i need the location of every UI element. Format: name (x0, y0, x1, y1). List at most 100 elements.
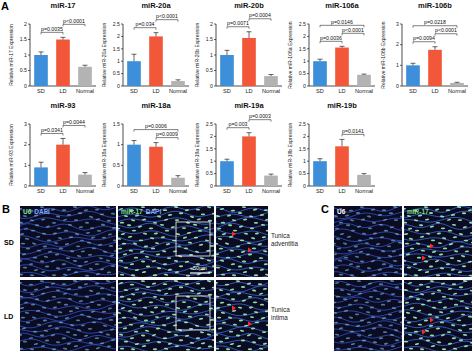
nucleus (233, 230, 237, 232)
x-tick-label: SD (130, 88, 138, 94)
nucleus (135, 288, 140, 291)
y-tick (214, 39, 216, 40)
error-bar (225, 159, 230, 161)
nucleus (225, 337, 230, 339)
nucleus (138, 225, 143, 228)
nucleus (95, 263, 99, 265)
nucleus (465, 307, 470, 310)
nucleus (355, 255, 360, 258)
y-axis-label: Relative miR-18a Expression (101, 123, 107, 188)
nucleus (185, 260, 190, 263)
chart: miR-20aRelative miR-20a Expression00.511… (101, 1, 189, 94)
p-value: p=0.034 (136, 21, 155, 27)
nucleus (173, 324, 178, 326)
nucleus (405, 302, 410, 304)
nucleus (23, 267, 28, 269)
nucleus (174, 280, 179, 282)
nucleus (165, 230, 169, 232)
nucleus (114, 324, 116, 326)
micrograph (216, 206, 268, 277)
fiber (216, 265, 268, 270)
error-cap (225, 159, 230, 160)
y-tick-label: 0 (24, 183, 27, 189)
nucleus (120, 274, 124, 276)
nucleus (400, 215, 402, 218)
error-bar (340, 139, 345, 146)
zoom-label-line: Tunica (271, 232, 290, 239)
nucleus (168, 214, 173, 216)
nucleus (201, 213, 206, 215)
nucleus (265, 273, 268, 276)
nucleus (372, 222, 377, 224)
y-tick (307, 86, 309, 87)
nucleus (334, 253, 337, 256)
nucleus (463, 280, 468, 282)
error-bar (176, 80, 181, 81)
error-bar (61, 138, 66, 144)
nucleus (394, 271, 399, 273)
y-tick-label: 2 (210, 21, 213, 27)
nucleus (44, 255, 49, 258)
y-tick (307, 124, 309, 125)
x-tick-label: LD (152, 188, 159, 194)
y-tick-label: 0.5 (206, 67, 213, 73)
nucleus (110, 328, 115, 331)
nucleus (391, 345, 396, 347)
p-value: p<0.0001 (435, 27, 457, 33)
error-cap (39, 162, 44, 163)
nucleus (53, 232, 58, 235)
nucleus (119, 333, 124, 336)
nucleus (346, 337, 351, 339)
nucleus (123, 253, 128, 256)
y-axis-label: Relative miR-19b Expression (287, 123, 293, 188)
nucleus (73, 206, 78, 208)
nucleus (100, 287, 105, 289)
nucleus (435, 208, 440, 211)
error-cap (225, 50, 230, 51)
nucleus (409, 348, 413, 350)
error-bar (318, 159, 323, 161)
nucleus (231, 298, 236, 300)
x-tick-label: SD (223, 188, 231, 194)
zoom-box (176, 222, 210, 256)
nucleus (204, 227, 209, 229)
y-tick-label: 3 (24, 121, 27, 127)
significance-bracket (435, 34, 457, 36)
nucleus (462, 265, 466, 267)
nucleus (127, 298, 132, 300)
nucleus (143, 232, 148, 234)
nucleus (32, 316, 37, 319)
fiber (216, 333, 268, 339)
nucleus (226, 293, 231, 296)
nucleus (132, 230, 136, 232)
y-tick-label: 1 (303, 158, 306, 164)
nucleus (119, 259, 124, 262)
p-value: p=0.0094 (413, 35, 435, 41)
fiber (20, 310, 116, 316)
nucleus (111, 213, 116, 215)
y-tick (28, 186, 30, 187)
nucleus (108, 233, 113, 236)
nucleus (46, 299, 51, 302)
nucleus (247, 334, 252, 337)
nucleus (207, 333, 212, 336)
significance-bracket (156, 138, 178, 140)
nucleus (240, 329, 245, 332)
chart: miR-18aRelative miR-18a Expression00.511… (101, 101, 189, 194)
nucleus (43, 319, 48, 321)
bar (56, 145, 70, 186)
nucleus (367, 267, 372, 269)
nucleus (124, 289, 129, 291)
nucleus (52, 348, 56, 350)
nucleus (237, 345, 242, 348)
nucleus (174, 260, 179, 262)
nucleus (228, 224, 233, 226)
nucleus (78, 265, 82, 267)
nucleus (112, 227, 116, 229)
nucleus (154, 232, 159, 235)
fiber (216, 243, 268, 248)
figure: AmiR-17Relative miR-17 Expression00.511.… (0, 0, 474, 355)
fiber (404, 229, 472, 236)
fiber (20, 236, 116, 242)
y-tick-label: 2 (24, 21, 27, 27)
